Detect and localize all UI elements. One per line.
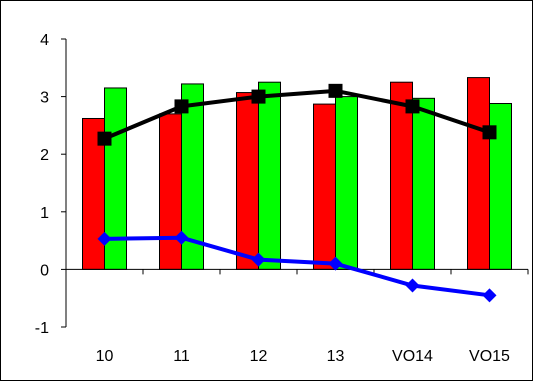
y-tick-label: 1 [40, 205, 49, 222]
square-marker-point [97, 131, 112, 146]
square-marker-point [405, 99, 420, 114]
y-tick-label: 4 [40, 32, 49, 49]
x-tick-label-10: 10 [96, 348, 114, 365]
diamond-marker-point [251, 252, 266, 267]
diamond-marker-point [328, 256, 343, 271]
y-tick-label: -1 [35, 320, 49, 337]
diamond-marker-point [405, 278, 420, 293]
lines-layer [97, 83, 497, 303]
bar-series1-13 [313, 103, 336, 270]
y-tick-label: 0 [40, 262, 49, 279]
y-tick-label: 3 [40, 90, 49, 107]
x-tick-label-11: 11 [173, 348, 190, 365]
line-series-diamond [104, 235, 490, 298]
diamond-marker-point [97, 231, 112, 246]
bar-series1-vo15 [467, 77, 490, 270]
square-marker-point [482, 125, 497, 140]
y-tick-label: 2 [40, 147, 49, 164]
axes-layer [61, 38, 529, 328]
diamond-marker-point [482, 288, 497, 303]
square-marker-point [328, 83, 343, 98]
bar-series2-12 [258, 81, 281, 270]
x-tick-label-12: 12 [250, 348, 268, 365]
bar-series1-11 [159, 113, 182, 270]
square-marker-point [251, 89, 266, 104]
square-marker-point [174, 99, 189, 114]
diamond-marker-point [174, 230, 189, 245]
x-tick-label-13: 13 [327, 348, 345, 365]
bar-series2-vo14 [412, 97, 435, 270]
bar-series2-13 [335, 96, 358, 270]
bar-series1-12 [236, 92, 259, 270]
line-series-square [103, 88, 491, 141]
x-tick-label-vo15: VO15 [469, 348, 510, 365]
x-tick-label-vo14: VO14 [392, 348, 433, 365]
